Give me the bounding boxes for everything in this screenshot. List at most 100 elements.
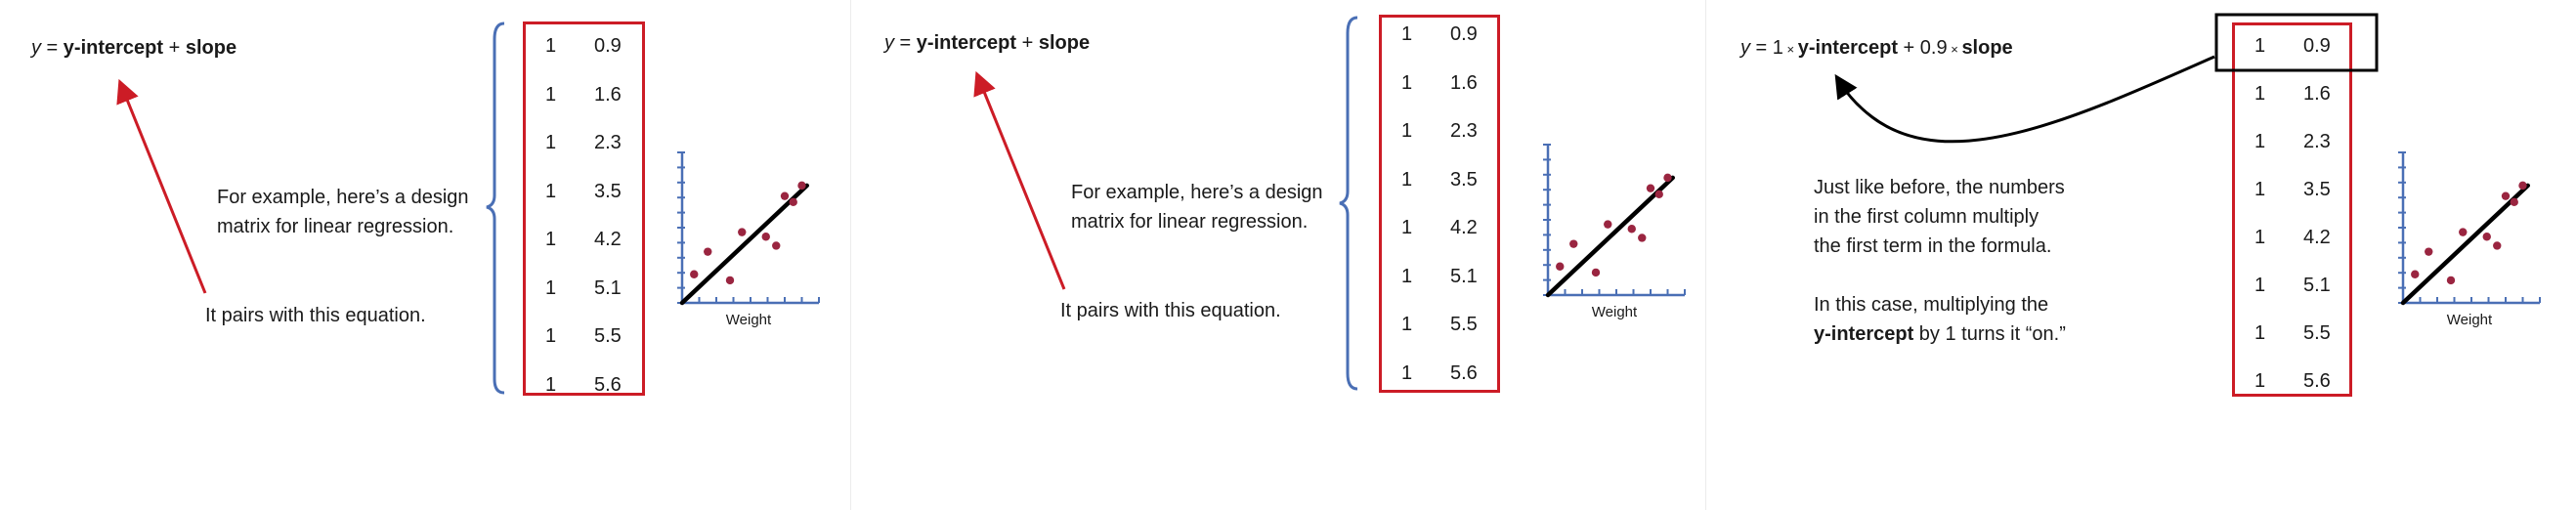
matrix-row: 1 5.1	[1382, 262, 1497, 291]
matrix-row: 1 5.1	[2235, 271, 2349, 300]
matrix-cell-value: 3.5	[594, 180, 622, 202]
matrix-cell-intercept: 1	[545, 373, 557, 396]
data-point	[725, 276, 735, 285]
mini-scatter-chart: Weight	[677, 151, 820, 328]
matrix-cell-value: 3.5	[1450, 168, 1478, 191]
matrix-row: 1 3.5	[1382, 165, 1497, 194]
matrix-cell-value: 2.3	[594, 132, 622, 153]
design-matrix: 1 0.9 1 1.6 1 2.3 1 3.5 1 4.2 1 5.1 1 5.5 1 5.6	[2232, 22, 2352, 397]
matrix-row: 1 0.9	[526, 31, 642, 61]
caption-line: For example, here’s a design	[217, 187, 469, 208]
matrix-row: 1 0.9	[1382, 20, 1497, 49]
design-matrix: 1 0.9 1 1.6 1 2.3 1 3.5 1 4.2 1 5.1 1 5.5 1 5.6	[1379, 15, 1500, 393]
design-matrix: 1 0.9 1 1.6 1 2.3 1 3.5 1 4.2 1 5.1 1 5.5 1 5.6	[523, 21, 645, 396]
data-point	[780, 191, 790, 200]
equation-term-y-intercept: y-intercept	[63, 37, 164, 59]
data-point	[2501, 191, 2511, 200]
data-point	[789, 197, 797, 207]
equation-y: y	[1740, 37, 1750, 59]
matrix-cell-intercept: 1	[1401, 265, 1413, 287]
matrix-cell-intercept: 1	[545, 83, 557, 106]
data-point	[1654, 190, 1663, 199]
equation-term-slope: slope	[1961, 37, 2013, 59]
data-point	[1627, 225, 1636, 234]
matrix-row: 1 5.6	[1382, 359, 1497, 388]
data-point	[2482, 233, 2491, 241]
data-point	[1569, 239, 1578, 248]
matrix-row: 1 5.5	[526, 321, 642, 351]
pairs-with-caption: It pairs with this equation.	[1060, 300, 1281, 321]
equation: y = y-intercept + slope	[31, 37, 236, 60]
matrix-cell-value: 1.6	[2303, 83, 2331, 105]
data-point	[761, 233, 770, 241]
matrix-cell-value: 4.2	[2303, 227, 2331, 248]
equation-plus: +	[1016, 32, 1039, 54]
data-point	[704, 247, 712, 256]
matrix-cell-value: 4.2	[1450, 217, 1478, 238]
multiply-sign: ×	[1782, 42, 1798, 57]
matrix-cell-value: 5.5	[594, 325, 622, 347]
data-point	[2493, 241, 2502, 250]
caption-line: matrix for linear regression.	[1071, 211, 1309, 233]
explanation-bold-term: y-intercept	[1814, 323, 1914, 345]
data-point	[738, 228, 747, 236]
caption-line: For example, here’s a design	[1071, 182, 1323, 203]
data-point	[2518, 181, 2527, 191]
matrix-cell-intercept: 1	[2254, 227, 2266, 248]
design-matrix-caption: For example, here’s a design matrix for …	[1071, 178, 1323, 236]
black-arrow	[1834, 55, 2215, 144]
matrix-cell-intercept: 1	[1401, 168, 1413, 191]
matrix-row: 1 4.2	[1382, 213, 1497, 242]
mini-scatter-chart: Weight	[1543, 144, 1686, 320]
explanation-line: the first term in the formula.	[1814, 235, 2052, 257]
matrix-row: 1 1.6	[2235, 79, 2349, 108]
matrix-cell-value: 5.6	[594, 373, 622, 396]
equation-equals: =	[41, 37, 64, 59]
matrix-cell-intercept: 1	[2254, 35, 2266, 57]
matrix-row: 1 2.3	[526, 128, 642, 157]
x-axis-label: Weight	[2447, 312, 2493, 328]
matrix-row: 1 5.5	[1382, 310, 1497, 339]
pairs-with-caption: It pairs with this equation.	[205, 305, 426, 326]
weighted-equation: y = 1 × y-intercept + 0.9 × slope	[1740, 37, 2013, 60]
matrix-cell-intercept: 1	[545, 325, 557, 347]
matrix-cell-intercept: 1	[1401, 23, 1413, 45]
data-point	[2411, 270, 2420, 278]
red-arrow	[973, 70, 1066, 290]
matrix-cell-intercept: 1	[545, 180, 557, 202]
matrix-cell-intercept: 1	[1401, 217, 1413, 238]
slide-panel-1: y = y-intercept + slope For example, her…	[0, 0, 850, 510]
equation-y: y	[884, 32, 894, 54]
matrix-cell-value: 5.1	[594, 276, 622, 299]
equation-term-slope: slope	[1038, 32, 1091, 54]
matrix-cell-value: 0.9	[2303, 35, 2331, 57]
matrix-row: 1 1.6	[526, 80, 642, 109]
matrix-cell-intercept: 1	[1401, 361, 1413, 384]
matrix-cell-intercept: 1	[2254, 370, 2266, 392]
data-point	[1663, 173, 1672, 183]
matrix-cell-value: 5.5	[1450, 314, 1478, 335]
matrix-row: 1 3.5	[526, 177, 642, 206]
matrix-row: 1 0.9	[2235, 31, 2349, 61]
bracket-brace	[1339, 16, 1358, 391]
matrix-row: 1 3.5	[2235, 175, 2349, 204]
data-point	[1591, 268, 1601, 277]
matrix-cell-intercept: 1	[1401, 314, 1413, 335]
equation-term-y-intercept: y-intercept	[916, 32, 1017, 54]
matrix-cell-value: 5.6	[2303, 370, 2331, 392]
fit-line	[2400, 183, 2530, 306]
equation-y: y	[31, 37, 41, 59]
data-point	[2459, 228, 2468, 236]
matrix-row: 1 1.6	[1382, 68, 1497, 98]
fit-line	[679, 183, 809, 306]
matrix-cell-intercept: 1	[1401, 71, 1413, 94]
matrix-row: 1 5.6	[2235, 366, 2349, 396]
matrix-cell-intercept: 1	[1401, 120, 1413, 142]
equation-term-slope: slope	[185, 37, 237, 59]
matrix-cell-value: 0.9	[1450, 23, 1478, 45]
explanation-line: Just like before, the numbers	[1814, 177, 2065, 198]
explanation-rest: by 1 turns it “on.”	[1913, 323, 2066, 345]
equation-term-y-intercept: y-intercept	[1797, 37, 1898, 59]
matrix-cell-intercept: 1	[2254, 83, 2266, 105]
matrix-row: 1 5.6	[526, 370, 642, 400]
